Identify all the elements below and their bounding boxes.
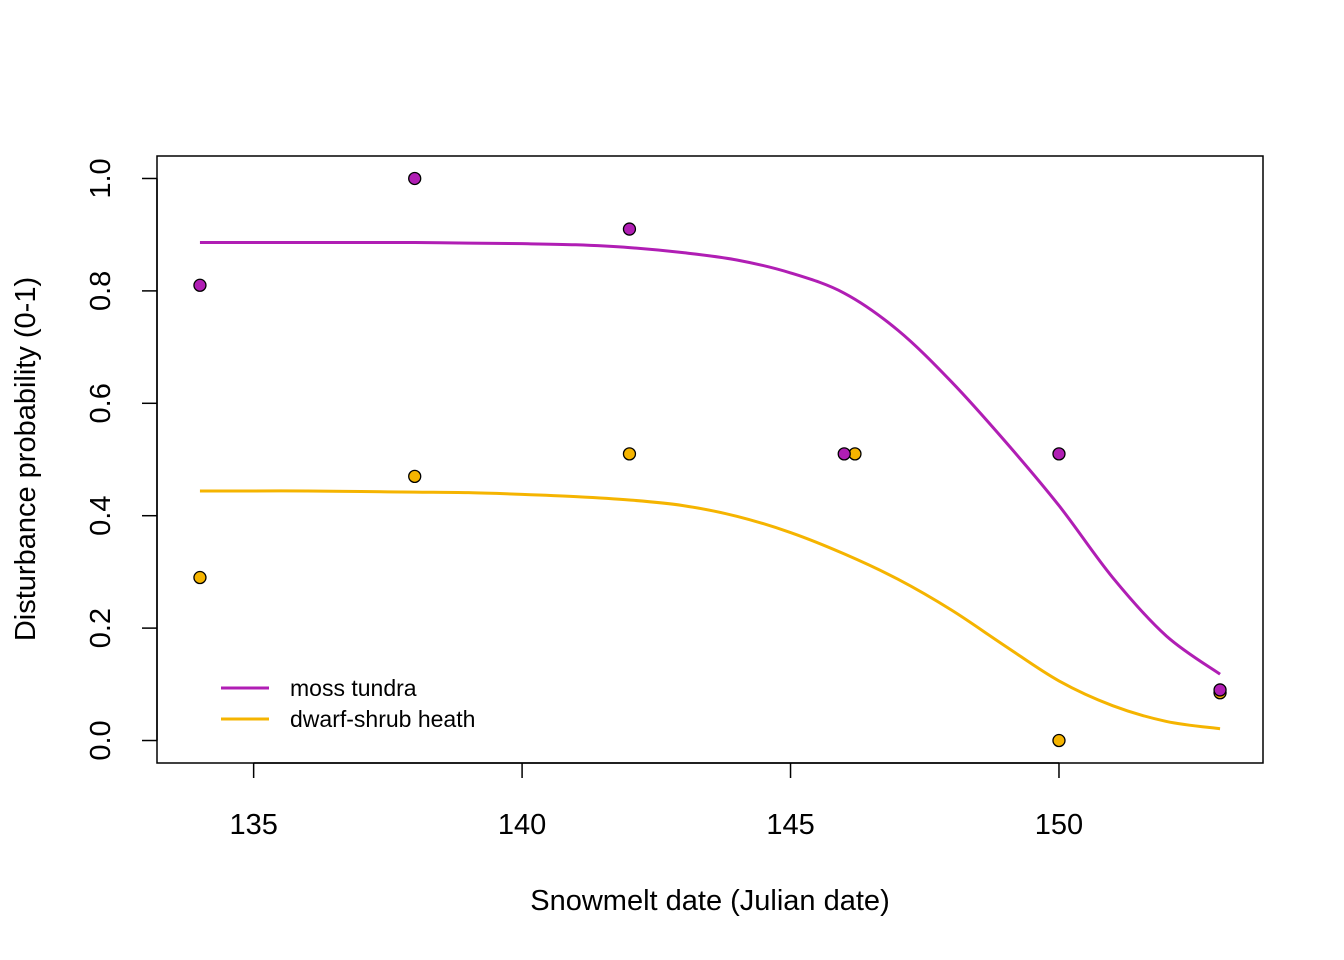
data-point-series-1 <box>622 447 637 461</box>
data-point-series-1 <box>408 469 422 484</box>
y-tick-label: 1.0 <box>85 158 117 198</box>
x-axis-title: Snowmelt date (Julian date) <box>530 885 889 917</box>
y-tick-label: 0.6 <box>85 383 117 423</box>
data-points <box>193 171 1227 748</box>
data-point-series-0 <box>622 222 637 236</box>
y-tick-label: 0.2 <box>85 608 117 648</box>
y-tick-label: 0.4 <box>85 496 117 536</box>
legend: moss tundra dwarf-shrub heath <box>221 675 475 732</box>
data-point-series-1 <box>193 570 207 585</box>
x-tick-label: 150 <box>1035 809 1083 841</box>
x-tick-label: 135 <box>229 809 277 841</box>
y-axis-title: Disturbance probability (0-1) <box>10 277 42 641</box>
y-axis: 0.0 0.2 0.4 0.6 0.8 1.0 <box>85 158 158 761</box>
y-tick-label: 0.8 <box>85 271 117 311</box>
y-tick-label: 0.0 <box>85 720 117 760</box>
x-tick-label: 140 <box>498 809 546 841</box>
data-point-series-0 <box>837 447 851 461</box>
fit-line-series-1 <box>199 489 1221 731</box>
x-tick-label: 145 <box>766 809 814 841</box>
plot-frame <box>156 155 1264 764</box>
data-point-series-0 <box>1052 447 1066 461</box>
data-point-series-0 <box>193 278 207 292</box>
x-axis: 135 140 145 150 <box>229 762 1083 841</box>
legend-label-series-1: dwarf-shrub heath <box>290 706 475 732</box>
data-point-series-1 <box>1052 733 1066 748</box>
data-point-series-0 <box>1213 683 1227 697</box>
fit-curves <box>199 241 1221 731</box>
legend-label-series-0: moss tundra <box>290 675 417 701</box>
data-point-series-0 <box>408 171 422 186</box>
fit-line-series-0 <box>199 241 1221 676</box>
